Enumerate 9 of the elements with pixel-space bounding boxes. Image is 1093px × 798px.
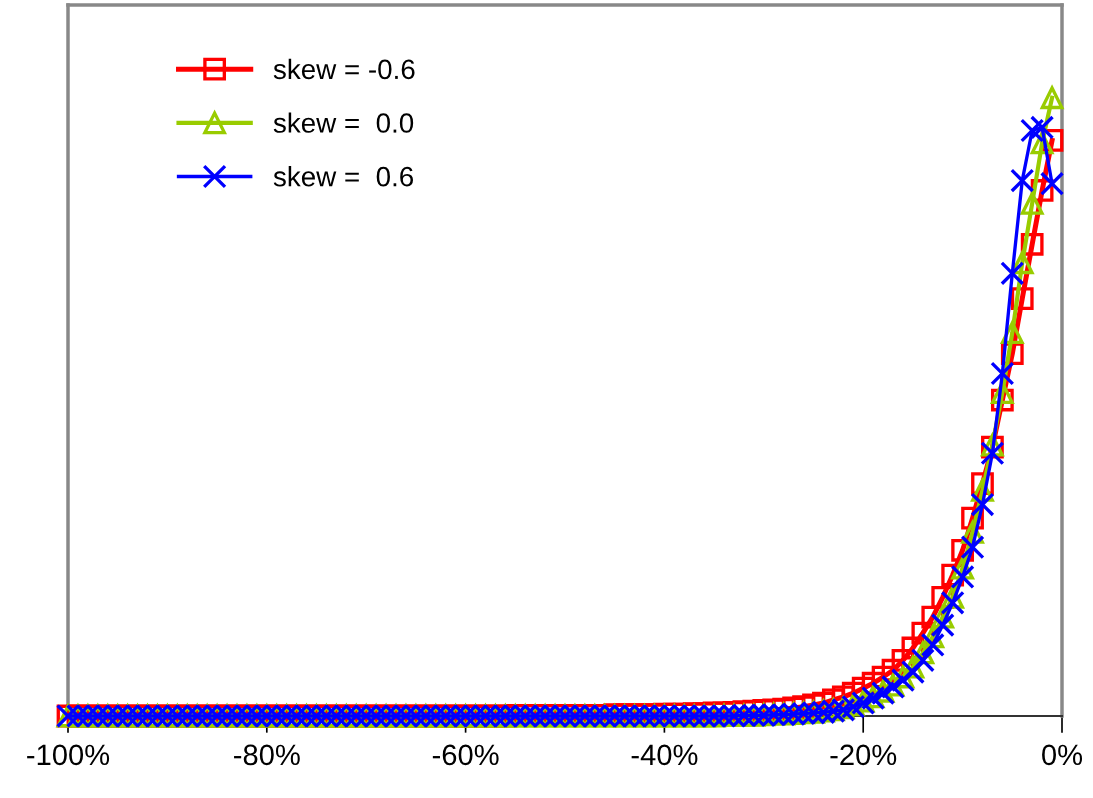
legend-label: skew = -0.6 [273,58,415,80]
legend-label: skew = 0.0 [273,112,414,133]
x-tick-label: -40% [631,744,698,766]
x-tick-label: -100% [27,744,110,766]
x-tick-label: -80% [234,744,300,766]
x-tick-label: -20% [830,744,897,766]
x-tick-label: 0% [1042,744,1083,766]
legend-label: skew = 0.6 [273,166,414,187]
x-tick-label: -60% [432,744,499,766]
